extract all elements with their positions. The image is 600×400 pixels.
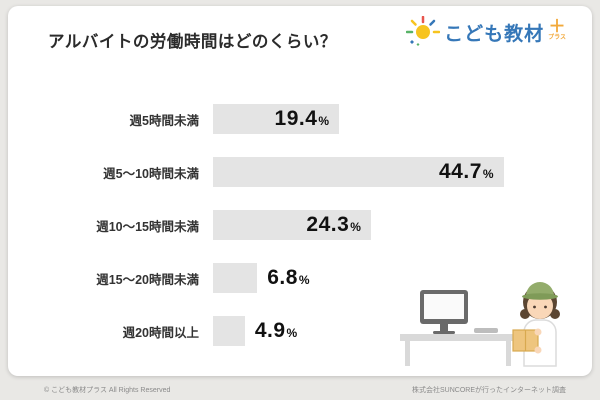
person xyxy=(512,282,560,367)
bar-value-suffix: % xyxy=(318,114,330,128)
eye-left xyxy=(533,305,536,309)
bar-track: 4.9% xyxy=(213,316,572,346)
bar xyxy=(213,316,245,346)
bar-value-number: 44.7 xyxy=(439,160,482,183)
bar-track: 6.8% xyxy=(213,263,572,293)
hand-right xyxy=(534,328,542,336)
bar-value: 19.4% xyxy=(275,107,330,131)
content-card: アルバイトの労働時間はどのくらい？ こども教材 ＋ プラス 週5時間未満 19.4… xyxy=(8,6,592,376)
brand-logo-text: こども教材 xyxy=(444,23,545,45)
footer: © こども教材プラス All Rights Reserved 株式会社SUNCO… xyxy=(0,385,600,395)
bar-value: 4.9% xyxy=(255,319,297,343)
cap-brim xyxy=(522,293,558,300)
brand-logo-plus: ＋ プラス xyxy=(548,18,566,41)
bar xyxy=(213,263,258,293)
bar-chart: 週5時間未満 19.4% 週5〜10時間未満 44.7% 週10〜15時間未満 24.3%… xyxy=(48,104,572,369)
bar-value-suffix: % xyxy=(482,167,494,181)
eye-right xyxy=(544,305,547,309)
chart-row: 週5時間未満 19.4% xyxy=(48,104,572,134)
bar-value-number: 6.8 xyxy=(267,266,298,289)
chart-row: 週20時間以上 4.9% xyxy=(48,316,572,346)
bar xyxy=(213,157,504,187)
bar-track: 44.7% xyxy=(213,157,572,187)
bar xyxy=(213,210,371,240)
category-label: 週5〜10時間未満 xyxy=(103,166,199,181)
bar-value-suffix: % xyxy=(286,326,298,340)
bar-track: 19.4% xyxy=(213,104,572,134)
brand-logo: こども教材 ＋ プラス xyxy=(406,16,566,48)
bar-value: 44.7% xyxy=(439,160,494,184)
bar-value: 6.8% xyxy=(267,266,309,290)
bar-value-number: 4.9 xyxy=(254,319,286,342)
hair-bun-left xyxy=(520,309,530,319)
worker-illustration xyxy=(400,282,560,367)
bar-value-suffix: % xyxy=(298,273,310,287)
face xyxy=(527,293,553,319)
category-label: 週20時間以上 xyxy=(122,325,199,340)
chart-row: 週10〜15時間未満 24.3% xyxy=(48,210,572,240)
hand-left xyxy=(534,346,542,354)
bar-track: 24.3% xyxy=(213,210,572,240)
bar-value: 24.3% xyxy=(306,213,361,237)
keyboard xyxy=(474,328,498,333)
sun-icon xyxy=(406,16,441,46)
bar xyxy=(213,104,340,134)
category-label: 週5時間未満 xyxy=(129,113,199,128)
cap xyxy=(526,282,554,296)
plus-label: プラス xyxy=(548,34,566,41)
desk xyxy=(400,334,518,366)
bar-value-number: 24.3 xyxy=(306,213,350,236)
hair-bun-right xyxy=(550,309,560,319)
bar-value-number: 19.4 xyxy=(274,107,318,130)
chart-row: 週5〜10時間未満 44.7% xyxy=(48,157,572,187)
bar-value-suffix: % xyxy=(350,220,361,234)
page-title: アルバイトの労働時間はどのくらい？ xyxy=(48,33,337,51)
survey-source-text: 株式会社SUNCOREが行ったインターネット調査 xyxy=(411,387,566,394)
chart-row: 週15〜20時間未満 6.8% xyxy=(48,263,572,293)
category-label: 週15〜20時間未満 xyxy=(96,272,199,287)
copyright-text: © こども教材プラス All Rights Reserved xyxy=(44,387,171,394)
plus-icon: ＋ xyxy=(548,16,566,36)
category-label: 週10〜15時間未満 xyxy=(96,219,199,234)
computer-monitor xyxy=(420,290,468,334)
